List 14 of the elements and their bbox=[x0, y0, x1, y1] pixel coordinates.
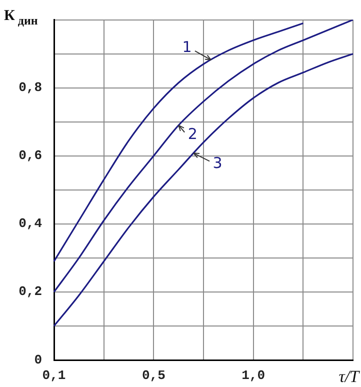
series-label: 2 bbox=[188, 125, 198, 144]
y-tick-label: 0,2 bbox=[18, 284, 42, 300]
y-tick-label: 0,4 bbox=[18, 216, 42, 232]
line-series bbox=[53, 22, 304, 262]
x-axis-title: τ/T bbox=[338, 367, 361, 386]
line-series bbox=[53, 53, 354, 327]
y-tick-label: 0,8 bbox=[18, 80, 42, 96]
x-tick-label: 0,5 bbox=[142, 368, 166, 384]
x-tick-label: 1,0 bbox=[242, 368, 266, 384]
x-tick-label: 0,1 bbox=[42, 368, 66, 384]
series-label: 1 bbox=[182, 38, 192, 56]
y-tick-label: 0,6 bbox=[18, 148, 42, 164]
series-label: 3 bbox=[212, 154, 222, 172]
y-tick-label: 0 bbox=[34, 352, 42, 368]
